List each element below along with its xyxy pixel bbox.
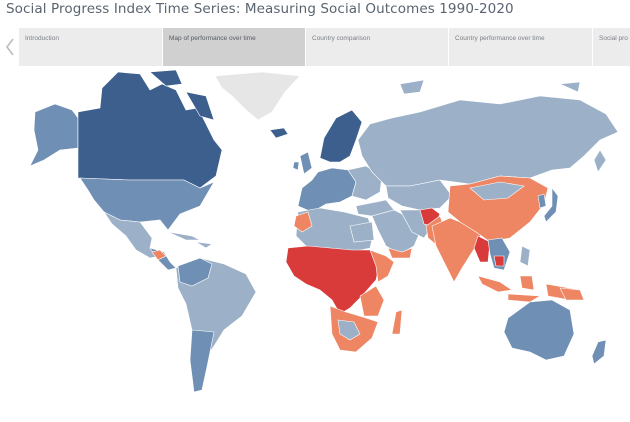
- region-alaska[interactable]: [29, 103, 79, 167]
- region-china[interactable]: [447, 175, 549, 243]
- page-title: Social Progress Index Time Series: Measu…: [6, 1, 514, 17]
- story-tab-bar: Introduction Map of performance over tim…: [19, 28, 630, 66]
- region-horn-of-africa[interactable]: [369, 249, 395, 283]
- region-png[interactable]: [559, 287, 585, 301]
- world-map-svg[interactable]: [0, 66, 630, 422]
- world-map[interactable]: [0, 66, 630, 422]
- region-yemen[interactable]: [387, 247, 413, 259]
- region-madagascar[interactable]: [391, 309, 403, 335]
- region-south-africa[interactable]: [337, 319, 361, 341]
- region-indochina[interactable]: [487, 237, 511, 271]
- region-australia[interactable]: [503, 299, 575, 361]
- region-chile-argentina[interactable]: [189, 329, 215, 393]
- region-new-zealand[interactable]: [591, 339, 607, 365]
- region-greenland[interactable]: [214, 71, 301, 121]
- region-usa[interactable]: [79, 177, 215, 231]
- region-east-africa[interactable]: [359, 285, 385, 317]
- region-venezuela-colombia[interactable]: [177, 257, 213, 287]
- tab-introduction[interactable]: Introduction: [19, 28, 163, 66]
- region-egypt[interactable]: [349, 221, 375, 243]
- chevron-left-icon: [5, 38, 14, 56]
- region-uk[interactable]: [292, 151, 313, 175]
- region-canada[interactable]: [77, 71, 223, 189]
- region-canada-islands[interactable]: [149, 69, 215, 121]
- region-japan[interactable]: [543, 187, 559, 223]
- region-russia-islands[interactable]: [399, 79, 607, 173]
- region-scandinavia[interactable]: [319, 109, 363, 163]
- region-sahel[interactable]: [285, 245, 381, 315]
- region-korea[interactable]: [537, 193, 547, 209]
- tab-social-progress[interactable]: Social pro: [593, 28, 630, 66]
- previous-tab-button[interactable]: [0, 28, 19, 66]
- region-morocco-mauritania[interactable]: [293, 211, 313, 233]
- region-iceland[interactable]: [269, 127, 289, 139]
- region-eastern-europe[interactable]: [347, 165, 383, 201]
- tab-country-comparison[interactable]: Country comparison: [306, 28, 449, 66]
- region-philippines[interactable]: [519, 245, 531, 267]
- region-western-europe[interactable]: [297, 167, 357, 213]
- region-honduras-guatemala[interactable]: [151, 249, 167, 261]
- region-cambodia[interactable]: [493, 255, 505, 267]
- tab-map-of-performance[interactable]: Map of performance over time: [163, 28, 306, 66]
- region-russia[interactable]: [357, 95, 619, 187]
- region-caribbean[interactable]: [167, 231, 213, 249]
- tab-country-performance[interactable]: Country performance over time: [449, 28, 593, 66]
- region-mongolia[interactable]: [469, 181, 525, 201]
- region-central-asia[interactable]: [385, 179, 453, 211]
